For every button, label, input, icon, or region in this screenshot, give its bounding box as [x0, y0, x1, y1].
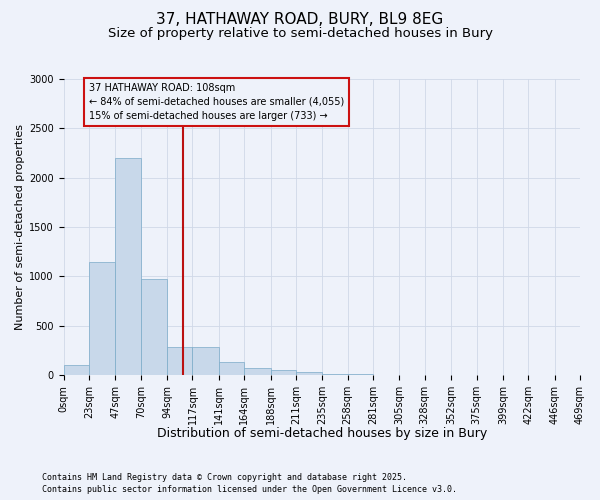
Bar: [141, 280, 167, 375]
Bar: [167, 348, 193, 375]
Bar: [115, 158, 141, 375]
Bar: [219, 362, 244, 375]
Bar: [296, 372, 322, 375]
Bar: [193, 348, 219, 375]
X-axis label: Distribution of semi-detached houses by size in Bury: Distribution of semi-detached houses by …: [157, 427, 487, 440]
Bar: [347, 374, 373, 375]
Bar: [271, 370, 296, 375]
Bar: [89, 262, 115, 375]
Text: Contains HM Land Registry data © Crown copyright and database right 2025.: Contains HM Land Registry data © Crown c…: [42, 472, 407, 482]
Text: 37 HATHAWAY ROAD: 108sqm
← 84% of semi-detached houses are smaller (4,055)
15% o: 37 HATHAWAY ROAD: 108sqm ← 84% of semi-d…: [89, 83, 344, 121]
Bar: [322, 374, 347, 375]
Bar: [64, 366, 89, 375]
Text: Contains public sector information licensed under the Open Government Licence v3: Contains public sector information licen…: [42, 485, 457, 494]
Text: 37, HATHAWAY ROAD, BURY, BL9 8EG: 37, HATHAWAY ROAD, BURY, BL9 8EG: [157, 12, 443, 28]
Text: Size of property relative to semi-detached houses in Bury: Size of property relative to semi-detach…: [107, 28, 493, 40]
Y-axis label: Number of semi-detached properties: Number of semi-detached properties: [15, 124, 25, 330]
Bar: [244, 368, 271, 375]
